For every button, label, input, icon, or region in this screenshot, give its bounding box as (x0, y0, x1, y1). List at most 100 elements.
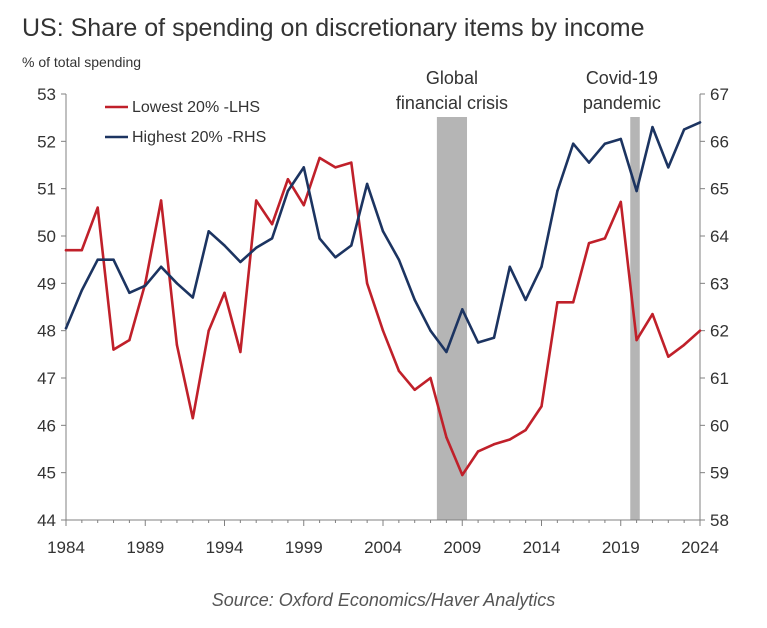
series-1-point (698, 329, 702, 332)
x-tick-label: 2024 (681, 538, 719, 557)
series-2-point (461, 308, 464, 311)
series-2-point (603, 142, 607, 145)
series-2-point (619, 137, 622, 141)
series-1-point (397, 369, 401, 373)
right-tick-label: 62 (710, 322, 729, 341)
series-2-point (429, 329, 432, 332)
series-1-point (461, 473, 464, 477)
right-tick-label: 65 (710, 180, 729, 199)
series-1-point (682, 343, 686, 347)
series-2-point (445, 350, 448, 354)
series-1-point (492, 443, 496, 446)
series-2-point (413, 298, 416, 302)
legend-label-1: Lowest 20% -LHS (132, 99, 260, 116)
x-tick-label: 1994 (206, 538, 244, 557)
series-2-point (350, 244, 353, 247)
series-2-point (334, 256, 337, 259)
series-2-point (64, 327, 68, 330)
series-1-point (508, 438, 511, 441)
period-label-2-line1: Covid-19 (586, 68, 658, 88)
left-tick-label: 48 (37, 322, 56, 341)
left-tick-label: 45 (37, 464, 56, 483)
series-2-point (318, 237, 321, 240)
series-2-point (572, 142, 575, 145)
series-2-point (80, 289, 84, 292)
series-1-point (651, 312, 654, 316)
chart-title: US: Share of spending on discretionary i… (22, 14, 645, 42)
series-1-point (603, 237, 607, 240)
series-1-point (302, 204, 305, 207)
series-line-1 (64, 156, 702, 477)
x-tick-label: 2014 (523, 538, 561, 557)
period-label-2-line2: pandemic (583, 93, 661, 113)
series-2-point (381, 230, 385, 233)
left-tick-label: 51 (37, 180, 56, 199)
left-tick-label: 53 (37, 85, 56, 104)
series-1-point (112, 348, 115, 351)
shaded-period-1 (436, 117, 468, 520)
right-tick-label: 63 (710, 274, 729, 293)
series-2-point (540, 265, 543, 268)
series-1-point (524, 428, 527, 432)
series-2-point (365, 182, 369, 186)
right-tick-label: 67 (710, 85, 729, 104)
series-1-point (413, 388, 416, 392)
series-1-point (572, 301, 575, 304)
series-1-point (476, 450, 480, 453)
series-1-point (96, 206, 99, 209)
x-tick-label: 1989 (126, 538, 164, 557)
left-tick-label: 44 (37, 511, 56, 530)
left-tick-label: 50 (37, 227, 56, 246)
left-tick-label: 47 (37, 369, 56, 388)
series-2-point (524, 298, 527, 302)
series-1-point (445, 435, 448, 439)
series-2-point (682, 128, 686, 131)
series-1-point (223, 291, 226, 294)
right-tick-label: 58 (710, 511, 729, 530)
series-2-point (175, 282, 179, 285)
series-1-point (64, 249, 68, 252)
series-2-point (96, 258, 99, 261)
left-tick-label: 52 (37, 132, 56, 151)
x-tick-label: 2009 (443, 538, 481, 557)
series-1-point (80, 249, 84, 252)
series-1-point (286, 178, 290, 181)
series-2-point (492, 336, 496, 339)
series-2-point (667, 166, 670, 169)
legend-label-2: Highest 20% -RHS (132, 129, 266, 146)
right-tick-label: 60 (710, 416, 729, 435)
right-tick-label: 59 (710, 464, 729, 483)
series-2-point (476, 341, 480, 344)
series-2-point (128, 291, 131, 294)
series-1-point (318, 156, 321, 160)
x-tick-label: 1999 (285, 538, 323, 557)
series-1-point (556, 301, 559, 304)
x-tick-label: 2019 (602, 538, 640, 557)
series-1-point (175, 343, 179, 347)
series-1-point (128, 338, 131, 342)
series-2-point (635, 189, 638, 193)
series-1-point (635, 338, 638, 342)
x-tick-label: 2004 (364, 538, 402, 557)
series-1-point (334, 166, 337, 169)
series-1-point (540, 405, 543, 408)
chart-source: Source: Oxford Economics/Haver Analytics (211, 590, 556, 610)
series-1-point (207, 329, 210, 332)
series-2-point (207, 230, 210, 233)
series-1-point (191, 417, 194, 420)
series-2-point (270, 237, 274, 240)
series-2-point (144, 284, 147, 287)
series-2-point (397, 258, 401, 261)
series-1-point (381, 329, 385, 332)
right-tick-label: 66 (710, 132, 729, 151)
series-1-point (365, 282, 369, 285)
series-1-point (587, 241, 591, 245)
series-1-point (667, 355, 670, 358)
series-1-point (255, 199, 258, 202)
left-axis-unit: % of total spending (22, 54, 142, 70)
series-2-point (255, 246, 258, 250)
series-1-point (239, 350, 242, 354)
series-2-point (223, 244, 226, 247)
